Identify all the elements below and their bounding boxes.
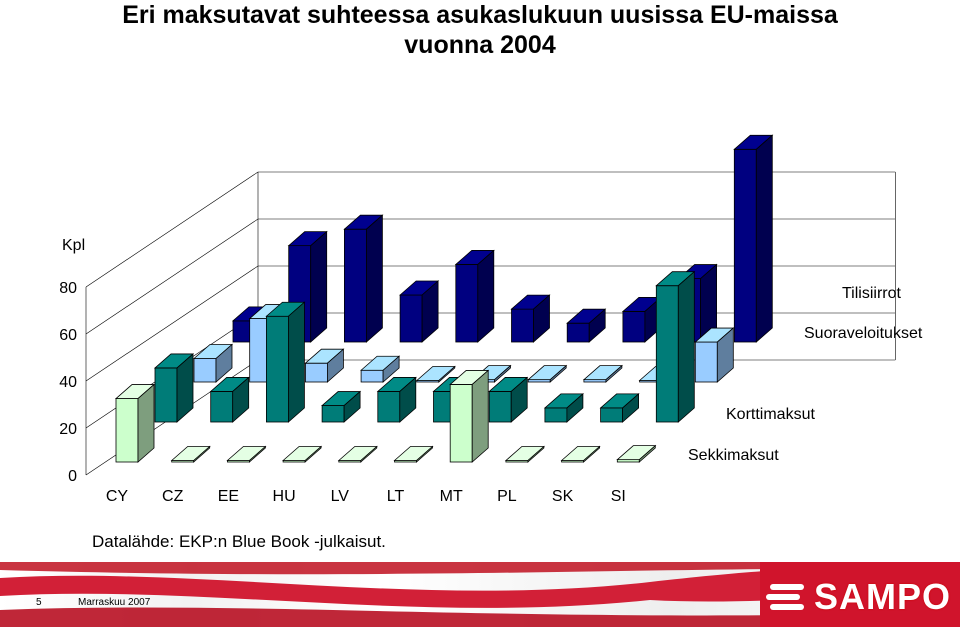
bar-suoraveloitukset-si <box>694 327 735 383</box>
chart-title-line2: vuonna 2004 <box>404 31 556 59</box>
bar-tilisiirrot-lv <box>454 249 495 343</box>
bar-sekkimaksut-cy <box>114 383 156 463</box>
bar-suoraveloitukset-hu <box>360 355 401 383</box>
series-label-tilisiirrot: Tilisiirrot <box>842 285 902 302</box>
x-tick-label-ee: EE <box>218 488 239 505</box>
bar-sekkimaksut-hu <box>282 445 323 463</box>
bar-sekkimaksut-mt <box>449 369 490 463</box>
source-note: Datalähde: EKP:n Blue Book -julkaisut. <box>92 532 386 551</box>
chart-title-line1: Eri maksutavat suhteessa asukaslukuun uu… <box>122 1 838 29</box>
y-tick-label: 20 <box>59 421 77 438</box>
bar-suoraveloitukset-ee <box>304 348 345 383</box>
x-tick-label-sk: SK <box>552 488 574 505</box>
x-tick-label-lt: LT <box>387 488 405 505</box>
bar-suoraveloitukset-lv <box>415 365 456 383</box>
y-tick-label: 40 <box>59 374 77 391</box>
gridline-side-2 <box>85 265 259 382</box>
sampo-logo: SAMPO <box>766 576 951 618</box>
bar-sekkimaksut-lt <box>393 445 434 463</box>
y-tick-label: 0 <box>68 468 77 485</box>
chart-bars <box>114 134 774 463</box>
x-tick-label-hu: HU <box>273 488 296 505</box>
y-tick-label: 60 <box>59 327 77 344</box>
logo-text: SAMPO <box>814 576 952 617</box>
gridline-side-4 <box>85 171 259 288</box>
y-axis-label: Kpl <box>62 237 86 254</box>
x-tick-label-si: SI <box>611 488 626 505</box>
bar-sekkimaksut-pl <box>504 445 545 463</box>
bar-suoraveloitukset-mt <box>527 364 568 383</box>
x-tick-label-cz: CZ <box>162 488 184 505</box>
bar-suoraveloitukset-cy <box>192 343 234 383</box>
bar-korttimaksut-lv <box>376 376 417 423</box>
bar-tilisiirrot-pl <box>621 296 662 343</box>
x-tick-label-mt: MT <box>440 488 463 505</box>
bar-sekkimaksut-sk <box>560 445 601 463</box>
slide-number: 5 <box>36 597 42 608</box>
y-tick-label: 80 <box>59 280 77 297</box>
series-label-korttimaksut: Korttimaksut <box>726 406 815 423</box>
bar-korttimaksut-cz <box>209 376 250 423</box>
x-tick-label-lv: LV <box>331 488 350 505</box>
x-tick-label-cy: CY <box>106 488 129 505</box>
bar-korttimaksut-mt <box>488 376 529 423</box>
series-label-sekkimaksut: Sekkimaksut <box>688 447 779 464</box>
bar-korttimaksut-sk <box>599 393 640 423</box>
bar-tilisiirrot-si <box>733 134 774 343</box>
bar-suoraveloitukset-pl <box>582 364 623 383</box>
bar-sekkimaksut-lv <box>337 445 378 463</box>
x-tick-label-pl: PL <box>497 488 517 505</box>
bar-korttimaksut-ee <box>265 301 306 423</box>
footer-bar: 5 Marraskuu 2007 SAMPO <box>0 562 960 627</box>
bar-korttimaksut-hu <box>321 390 362 423</box>
bar-tilisiirrot-lt <box>510 294 551 343</box>
bar-sekkimaksut-cz <box>170 445 211 463</box>
gridline-side-3 <box>85 218 259 335</box>
bar-tilisiirrot-mt <box>566 308 607 343</box>
bar-sekkimaksut-ee <box>226 445 267 463</box>
bar-korttimaksut-si <box>655 270 696 423</box>
chart-labels: 0 20 40 60 80 CY CZ EE HU LV LT MT PL SK SI Sekkimaksut… <box>59 280 923 505</box>
bar-korttimaksut-cy <box>153 353 195 423</box>
bar-tilisiirrot-ee <box>343 214 384 343</box>
series-label-suoraveloitukset: Suoraveloitukset <box>804 325 923 342</box>
bar-korttimaksut-pl <box>543 393 584 423</box>
footer-date: Marraskuu 2007 <box>78 597 151 608</box>
bar-tilisiirrot-hu <box>399 280 440 343</box>
footer-flag-graphic <box>0 562 960 627</box>
bar-sekkimaksut-si <box>616 444 657 463</box>
sampo-mark-icon <box>766 584 804 610</box>
